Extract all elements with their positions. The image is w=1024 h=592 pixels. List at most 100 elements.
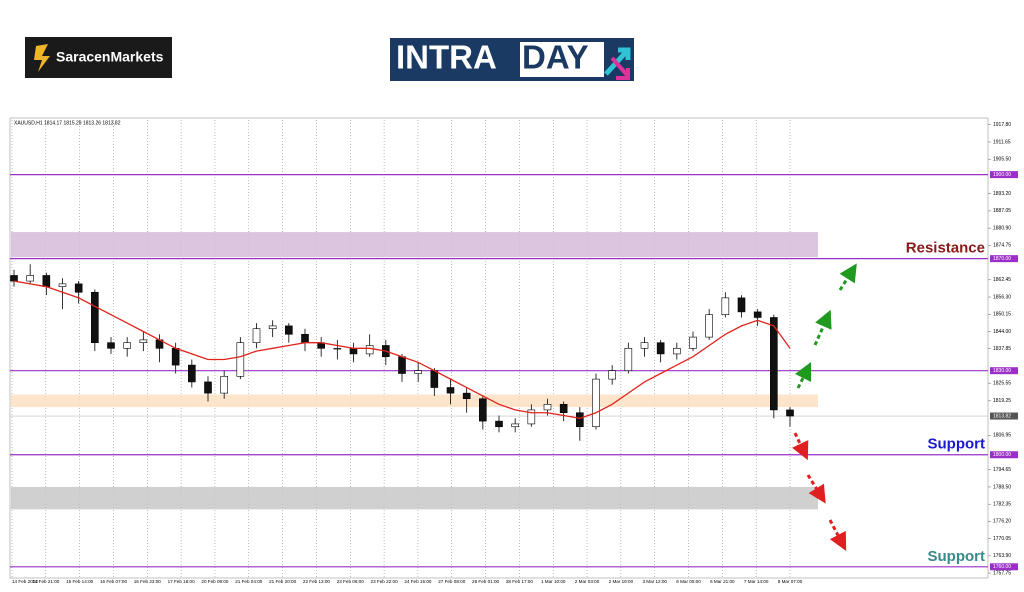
plot-frame — [9, 117, 989, 579]
candle-body — [624, 347, 633, 372]
y-tick-label: 1819.25 — [993, 398, 1011, 404]
candle-body — [495, 420, 503, 428]
x-tick-label: 17 Feb 16:00 — [168, 579, 196, 584]
candle-body — [285, 325, 293, 335]
y-tick-label: 1856.30 — [993, 294, 1011, 300]
x-tick-label: 16 Feb 07:00 — [100, 579, 128, 584]
candle-body — [301, 333, 309, 343]
annotation: Support — [928, 436, 986, 453]
candle-body — [430, 370, 439, 388]
x-tick-label: 6 Mar 21:00 — [710, 579, 735, 584]
candle-body — [349, 347, 358, 355]
level-tag — [990, 451, 1018, 459]
logo-icon — [34, 44, 50, 72]
candle-body — [107, 342, 115, 349]
y-tick-label: 1788.50 — [993, 484, 1011, 490]
candle-body — [236, 342, 245, 377]
x-tick-label: 14 Feb 2023 — [12, 579, 38, 584]
candle-body — [398, 356, 406, 374]
candle-body — [737, 297, 746, 313]
y-tick-label: 1911.65 — [993, 139, 1011, 145]
x-tick-label: 21 Feb 20:00 — [269, 579, 297, 584]
level-tag — [990, 255, 1018, 263]
x-tick-label: 23 Feb 22:00 — [371, 579, 399, 584]
candle-body — [705, 314, 713, 338]
x-tick-label: 2 Mar 03:00 — [575, 579, 600, 584]
candle-body — [333, 347, 342, 350]
y-tick-label: 1763.90 — [993, 553, 1011, 559]
x-tick-label: 16 Feb 23:00 — [134, 579, 162, 584]
y-tick-label: 1905.50 — [993, 157, 1011, 163]
banner-text: INTRA — [396, 39, 497, 76]
candle-body — [220, 376, 228, 394]
candle-body — [414, 370, 422, 374]
candle-body — [58, 283, 67, 287]
level-label: 1900.00 — [993, 172, 1011, 178]
x-tick-label: 2 Mar 19:00 — [609, 579, 634, 584]
candle-body — [640, 342, 649, 349]
candle-body — [786, 409, 794, 417]
y-tick-label: 1757.75 — [993, 570, 1011, 576]
x-tick-label: 14 Feb 21:00 — [32, 579, 60, 584]
y-tick-label: 1794.65 — [993, 467, 1011, 473]
candle-body — [446, 387, 455, 394]
x-tick-label: 20 Feb 09:00 — [201, 579, 229, 584]
y-tick-label: 1782.35 — [993, 502, 1011, 508]
candle-body — [721, 297, 730, 315]
x-tick-label: 8 Mar 07:00 — [778, 579, 803, 584]
level-tag — [990, 563, 1018, 571]
candle-body — [171, 347, 180, 366]
candle-body — [608, 370, 616, 380]
y-tick-label: 1825.55 — [993, 381, 1011, 387]
chart-header: XAUUSD,H1 1814.17 1815.29 1813.26 1813.8… — [14, 120, 121, 126]
y-tick-label: 1844.00 — [993, 329, 1011, 335]
scenario-arrows — [792, 263, 857, 551]
y-tick-label: 1770.05 — [993, 536, 1011, 542]
x-tick-label: 27 Feb 08:00 — [438, 579, 466, 584]
candle-body — [26, 275, 34, 282]
candle-body — [74, 283, 83, 293]
candle-body — [252, 328, 261, 343]
x-tick-label: 28 Feb 01:00 — [472, 579, 500, 584]
annotation: Resistance — [906, 240, 985, 257]
up-arrow — [813, 309, 832, 346]
banner-text: DAY — [522, 39, 589, 76]
x-tick-label: 21 Feb 04:00 — [235, 579, 263, 584]
zone — [11, 486, 818, 510]
zone — [11, 394, 818, 408]
level-label: 1870.00 — [993, 256, 1011, 262]
candle-body — [42, 275, 51, 287]
level-label: 1830.00 — [993, 368, 1011, 374]
y-tick-label: 1776.20 — [993, 519, 1011, 525]
logo-box — [25, 37, 172, 78]
y-tick-label: 1806.95 — [993, 433, 1011, 439]
candle-body — [592, 378, 600, 428]
y-tick-label: 1874.75 — [993, 243, 1011, 249]
level-tag — [990, 171, 1018, 179]
candle-body — [770, 317, 778, 411]
level-tag — [990, 367, 1018, 375]
banner-highlight — [520, 42, 604, 77]
x-tick-label: 6 Mar 05:00 — [676, 579, 701, 584]
x-tick-label: 3 Mar 12:00 — [642, 579, 667, 584]
candle-body — [656, 342, 665, 355]
candle-body — [559, 404, 568, 414]
up-arrow — [838, 263, 857, 291]
zone — [11, 232, 818, 258]
x-tick-label: 24 Feb 15:00 — [404, 579, 432, 584]
y-tick-label: 1917.80 — [993, 122, 1011, 128]
candle-body — [268, 325, 277, 329]
last-price-tag — [990, 412, 1018, 420]
x-tick-label: 23 Feb 06:00 — [337, 579, 365, 584]
candle-body — [10, 275, 18, 282]
down-arrow — [792, 432, 809, 461]
last-price-label: 1813.82 — [993, 413, 1011, 419]
annotation: Support — [928, 548, 986, 565]
candle-body — [673, 347, 681, 355]
x-tick-label: 22 Feb 13:00 — [303, 579, 331, 584]
x-tick-label: 1 Mar 10:00 — [541, 579, 566, 584]
candle-body — [91, 291, 99, 343]
candle-body — [527, 409, 536, 425]
